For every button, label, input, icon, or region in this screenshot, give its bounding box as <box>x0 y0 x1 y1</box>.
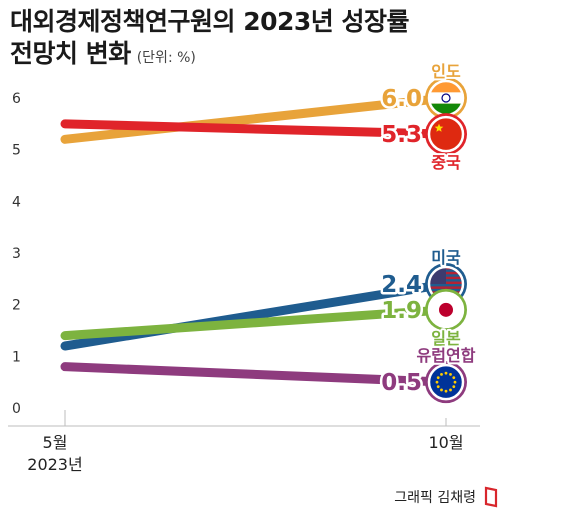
usa-stripe <box>429 286 463 289</box>
series-name-label: 인도 <box>431 62 461 81</box>
series-marker-india <box>425 77 467 119</box>
eu-star <box>449 388 452 392</box>
eu-star <box>436 376 440 380</box>
eu-star <box>452 376 456 380</box>
india-band-saffron <box>429 81 463 93</box>
eu-star <box>452 385 456 389</box>
y-tick-label: 3 <box>12 246 21 262</box>
eu-star <box>444 389 448 393</box>
series-value-label: 6.0 <box>381 86 422 112</box>
series-name-label: 중국 <box>431 153 461 172</box>
y-tick-label: 4 <box>12 194 21 210</box>
series-value-label: 0.5 <box>381 370 422 396</box>
y-tick-label: 0 <box>12 401 21 417</box>
series-line-eu <box>60 362 451 387</box>
eu-star <box>440 372 443 376</box>
series-line-japan <box>60 305 451 341</box>
title-line-1: 대외경제정책연구원의 2023년 성장률 <box>10 7 410 36</box>
india-band-white <box>429 92 463 104</box>
publisher-logo-icon <box>484 486 498 508</box>
eu-star <box>453 380 457 384</box>
india-wheel <box>441 93 451 103</box>
series-name-label: 일본 <box>431 329 461 348</box>
credit: 그래픽 김채령 <box>394 486 498 508</box>
eu-star <box>444 371 448 375</box>
credit-text: 그래픽 김채령 <box>394 490 476 506</box>
y-tick-label: 1 <box>12 349 21 365</box>
eu-star <box>436 385 440 389</box>
series-value-label: 1.9 <box>381 298 422 324</box>
japan-flag-icon-ring <box>427 291 465 329</box>
title-line-2: 전망치 변화 <box>10 39 131 68</box>
china-star <box>434 123 444 132</box>
series-name-label: 유럽연합 <box>417 346 476 365</box>
series-marker-eu <box>425 361 467 404</box>
y-tick-label: 2 <box>12 298 21 314</box>
series-marker-china <box>425 113 467 156</box>
series-line-china <box>60 119 451 139</box>
unit-label: (단위: %) <box>136 50 196 66</box>
japan-sun <box>439 302 453 317</box>
eu-star <box>440 388 443 392</box>
china-flag-icon-ring <box>427 115 465 153</box>
x-tick-label-start: 5월 <box>43 433 68 452</box>
y-tick-label: 6 <box>12 91 21 107</box>
series-value-label: 5.3 <box>381 122 422 148</box>
eu-star <box>435 380 439 384</box>
india-band-green <box>429 103 463 115</box>
eu-flag-icon-ring <box>427 363 465 401</box>
series-line-india <box>60 93 451 144</box>
eu-star <box>449 372 452 376</box>
x-tick-label-start-year: 2023년 <box>27 455 82 474</box>
y-tick-label: 5 <box>12 143 21 159</box>
series-marker-japan <box>425 288 467 331</box>
series-value-label: 2.4 <box>381 272 422 298</box>
india-flag-icon-body <box>429 81 463 115</box>
series-name-label: 미국 <box>431 248 461 267</box>
chart-title: 대외경제정책연구원의 2023년 성장률 전망치 변화 (단위: %) <box>10 6 410 74</box>
x-tick-label-end: 10월 <box>428 433 463 452</box>
